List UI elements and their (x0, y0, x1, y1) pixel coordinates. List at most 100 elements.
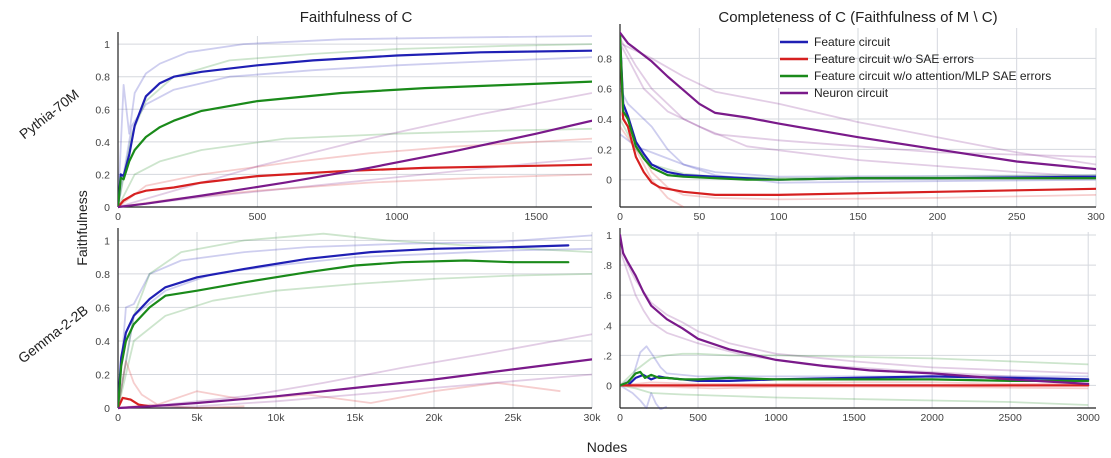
x-tick-label: 500 (689, 412, 707, 424)
legend: Feature circuit Feature circuit w/o SAE e… (780, 35, 1051, 100)
faint-series-line (620, 249, 1089, 381)
faint-series-line (620, 345, 1089, 387)
faint-series-line (118, 234, 592, 409)
faint-series-line (118, 127, 592, 208)
x-tick-label: 1500 (842, 412, 866, 424)
faint-series-line (620, 384, 1089, 390)
plot-area (118, 232, 592, 410)
x-tick-label: 300 (1087, 211, 1105, 223)
row-label-pythia: Pythia-70M (16, 86, 82, 142)
x-tick-label: 0 (115, 412, 121, 424)
faint-series-line (118, 273, 592, 409)
plot-area (620, 233, 1090, 410)
faint-series-line (118, 137, 592, 208)
x-tick-label: 15k (347, 412, 365, 424)
x-tick-label: 500 (249, 211, 267, 223)
x-tick-label: 1000 (764, 412, 788, 424)
y-tick-label: 0.8 (597, 53, 612, 65)
faint-series-line (620, 126, 684, 208)
faint-series-line (118, 360, 561, 409)
x-tick-label: 50 (693, 211, 705, 223)
y-tick-label: 0.2 (95, 169, 110, 181)
x-tick-label: 2000 (920, 412, 944, 424)
panel-pythia-completeness: 0 50 100 150 200 250 300 0 0.2 0.4 0.6 0.8 (597, 24, 1105, 223)
row-label-gemma: Gemma-2-2B (15, 302, 91, 366)
plot-area (620, 31, 1096, 208)
y-tick-label: 0.6 (597, 84, 612, 96)
column-title-right: Completeness of C (Faithfulness of M \ C… (718, 9, 997, 26)
x-tick-label: 250 (1008, 211, 1026, 223)
panel-gemma-completeness: 0 500 1000 1500 2000 2500 3000 0 .2 .4 .6 .8 1 (603, 228, 1100, 424)
y-tick-label: .6 (603, 290, 612, 302)
y-tick-label: 0 (104, 403, 110, 415)
legend-label: Feature circuit w/o attention/MLP SAE er… (814, 69, 1051, 83)
series-line-feature-circuit-w-o-attention-mlp-sae-errors (620, 34, 1096, 181)
y-tick-label: 0.2 (95, 369, 110, 381)
y-tick-label: 0.4 (597, 114, 612, 126)
x-tick-label: 100 (770, 211, 788, 223)
x-tick-label: 5k (191, 412, 203, 424)
series-line-feature-circuit-w-o-sae-errors (118, 163, 592, 209)
y-tick-label: 0.6 (95, 104, 110, 116)
column-title-left: Faithfulness of C (300, 9, 413, 26)
y-tick-label: .8 (603, 260, 612, 272)
faint-series-line (620, 242, 1089, 375)
y-tick-label: 0.8 (95, 269, 110, 281)
x-tick-label: 0 (617, 211, 623, 223)
x-tick-label: 3000 (1077, 412, 1101, 424)
x-tick-label: 25k (505, 412, 523, 424)
faint-series-line (118, 247, 592, 409)
legend-label: Feature circuit w/o SAE errors (814, 52, 974, 66)
faint-series-line (118, 173, 592, 208)
series-line-feature-circuit-w-o-attention-mlp-sae-errors (118, 80, 592, 209)
y-tick-label: 0 (606, 380, 612, 392)
y-axis-title: Faithfulness (74, 190, 90, 265)
y-tick-label: 0.4 (95, 137, 110, 149)
faint-series-line (620, 42, 1096, 178)
y-tick-label: 0.8 (95, 72, 110, 84)
x-tick-label: 200 (929, 211, 947, 223)
x-tick-label: 2500 (998, 412, 1022, 424)
y-tick-label: 0.6 (95, 302, 110, 314)
faint-series-line (620, 88, 1096, 178)
series-line-feature-circuit (118, 244, 570, 410)
x-tick-label: 1500 (525, 211, 549, 223)
legend-label: Neuron circuit (814, 86, 889, 100)
faint-series-line (118, 92, 592, 208)
x-tick-label: 0 (617, 412, 623, 424)
series-line-feature-circuit-w-o-attention-mlp-sae-errors (118, 259, 570, 410)
panel-pythia-faithfulness: 0 500 1000 1500 0 0.2 0.4 0.6 0.8 1 (95, 32, 592, 223)
faint-series-line (620, 384, 668, 410)
y-tick-label: 0 (104, 202, 110, 214)
plot-area (118, 35, 592, 209)
faint-series-line (620, 38, 1096, 158)
series-line-feature-circuit-w-o-sae-errors (620, 34, 1096, 196)
x-tick-label: 20k (426, 412, 444, 424)
faint-series-line (620, 384, 1089, 406)
series-line-neuron-circuit (620, 233, 1090, 385)
series-line-feature-circuit-w-o-sae-errors (118, 396, 151, 410)
series-line-neuron-circuit (620, 31, 1096, 171)
series-line-feature-circuit (118, 49, 592, 209)
faint-series-line (118, 35, 592, 208)
y-tick-label: 1 (104, 39, 110, 51)
faint-series-line (620, 352, 1089, 387)
x-tick-label: 1000 (385, 211, 409, 223)
x-tick-label: 30k (584, 412, 602, 424)
x-axis-title: Nodes (587, 439, 627, 455)
panel-gemma-faithfulness: 0 5k 10k 15k 20k 25k 30k 0 0.2 0.4 0.6 0.8 1 (95, 228, 601, 424)
y-tick-label: .4 (603, 320, 612, 332)
faint-series-line (118, 373, 592, 409)
faint-series-line (620, 381, 1089, 387)
x-tick-label: 10k (268, 412, 286, 424)
y-tick-label: 0 (606, 175, 612, 187)
y-tick-label: 1 (606, 230, 612, 242)
y-tick-label: .2 (603, 350, 612, 362)
series-line-neuron-circuit (118, 119, 592, 209)
x-tick-label: 0 (115, 211, 121, 223)
faint-series-line (620, 118, 1096, 180)
series-line-feature-circuit-w-o-attention-mlp-sae-errors (620, 370, 1090, 387)
faint-series-line (620, 110, 1096, 201)
y-tick-label: 1 (104, 235, 110, 247)
